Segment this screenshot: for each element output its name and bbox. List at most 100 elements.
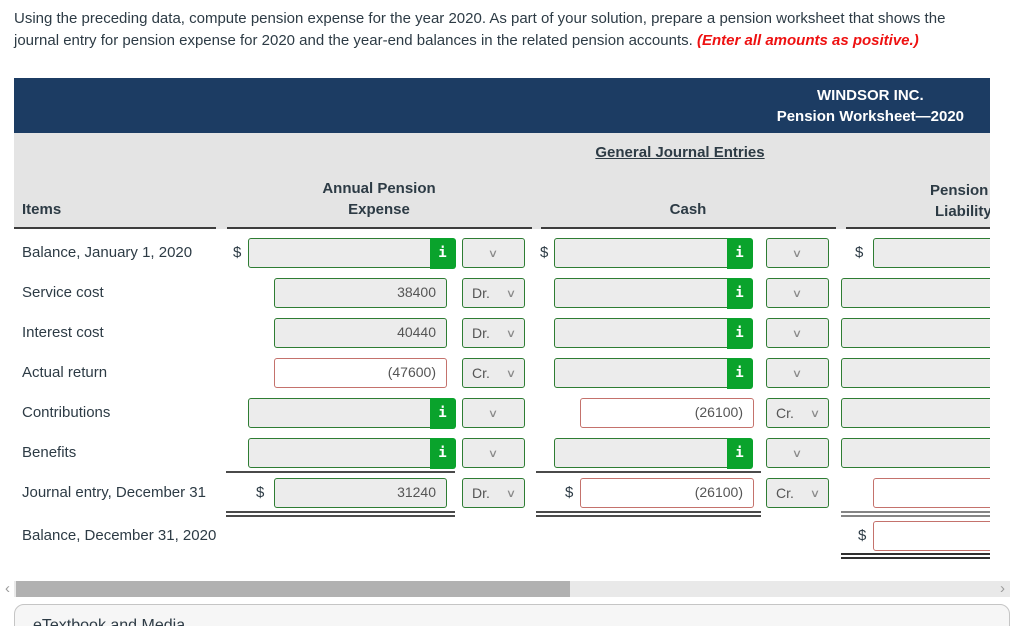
dollar-sign: $: [233, 244, 242, 261]
chevron-down-icon: ∨: [809, 487, 821, 500]
journal-entry-top-rule: [14, 469, 990, 473]
chevron-down-icon: ∨: [809, 407, 821, 420]
dollar-sign: $: [565, 484, 574, 501]
ape-amount-input[interactable]: 40440: [274, 318, 447, 348]
column-header-pension-liability-line1: Pension: [930, 182, 989, 199]
pension-liability-amount-input[interactable]: [841, 358, 990, 388]
chevron-down-icon: ∨: [488, 407, 499, 420]
ape-amount-input[interactable]: 38400: [274, 278, 447, 308]
table-row-service-cost: Service cost 38400 Dr. ∨ i ∨: [14, 269, 990, 309]
instructions-text: Using the preceding data, compute pensio…: [14, 8, 1014, 52]
chevron-down-icon: ∨: [792, 247, 803, 260]
cash-amount-input[interactable]: (26100): [580, 398, 754, 428]
row-label: Interest cost: [22, 324, 104, 341]
table-row-actual-return: Actual return (47600) Cr. ∨ i ∨: [14, 349, 990, 389]
ape-drcr-select[interactable]: Dr. ∨: [462, 278, 525, 308]
cash-amount-input[interactable]: (26100): [580, 478, 754, 508]
etextbook-panel[interactable]: eTextbook and Media: [14, 604, 1010, 626]
ape-amount-input[interactable]: 31240: [274, 478, 447, 508]
chevron-down-icon: ∨: [792, 287, 803, 300]
table-row-journal-entry: Journal entry, December 31 $ 31240 Dr. ∨ …: [14, 473, 990, 511]
chevron-down-icon: ∨: [488, 447, 499, 460]
cash-drcr-select[interactable]: ∨: [766, 238, 829, 268]
cash-amount-input[interactable]: i: [554, 237, 753, 269]
cash-drcr-select[interactable]: ∨: [766, 358, 829, 388]
scroll-left-icon[interactable]: ‹: [5, 580, 10, 597]
instructions-emphasis: (Enter all amounts as positive.): [696, 32, 919, 49]
ape-drcr-select[interactable]: Cr. ∨: [462, 358, 525, 388]
worksheet-subtitle: Pension Worksheet—2020: [776, 107, 964, 125]
row-label: Balance, December 31, 2020: [22, 527, 217, 544]
chevron-down-icon: ∨: [792, 447, 803, 460]
row-label: Benefits: [22, 444, 77, 461]
ape-amount-input[interactable]: i: [248, 397, 456, 429]
chevron-down-icon: ∨: [488, 247, 499, 260]
cash-amount-input[interactable]: i: [554, 317, 753, 349]
chevron-down-icon: ∨: [792, 327, 803, 340]
dollar-sign: $: [256, 484, 265, 501]
scrollbar-thumb[interactable]: [16, 581, 570, 597]
cash-drcr-select[interactable]: ∨: [766, 438, 829, 468]
company-name: WINDSOR INC.: [817, 86, 924, 104]
chevron-down-icon: ∨: [792, 367, 803, 380]
row-label: Journal entry, December 31: [22, 484, 206, 501]
info-icon[interactable]: i: [429, 437, 456, 469]
column-header-annual-pension-expense: Annual Pension Expense: [322, 180, 436, 218]
journal-entry-bottom-rule: [14, 511, 990, 517]
ape-amount-input[interactable]: i: [248, 437, 456, 469]
column-header-pension-liability-line2: Liability: [935, 203, 990, 220]
pension-liability-amount-input[interactable]: [841, 318, 990, 348]
info-icon[interactable]: i: [726, 357, 753, 389]
info-icon[interactable]: i: [429, 397, 456, 429]
column-header-cash: Cash: [669, 201, 707, 218]
cash-amount-input[interactable]: i: [554, 437, 753, 469]
pension-liability-amount-input[interactable]: [841, 438, 990, 468]
cash-drcr-select[interactable]: Cr. ∨: [766, 398, 829, 428]
pension-liability-amount-input[interactable]: [873, 238, 990, 268]
ape-drcr-select[interactable]: ∨: [462, 238, 525, 268]
chevron-down-icon: ∨: [505, 327, 517, 340]
table-row-interest-cost: Interest cost 40440 Dr. ∨ i ∨: [14, 309, 990, 349]
scroll-right-icon[interactable]: ›: [1000, 580, 1005, 597]
info-icon[interactable]: i: [726, 277, 753, 309]
ape-amount-input[interactable]: (47600): [274, 358, 447, 388]
instructions-line1: Using the preceding data, compute pensio…: [14, 10, 946, 27]
pension-liability-amount-input[interactable]: [873, 478, 990, 508]
ape-amount-input[interactable]: i: [248, 237, 456, 269]
info-icon[interactable]: i: [726, 237, 753, 269]
ape-drcr-select[interactable]: ∨: [462, 398, 525, 428]
cash-amount-input[interactable]: i: [554, 277, 753, 309]
info-icon[interactable]: i: [726, 437, 753, 469]
header-underline-cash: [541, 227, 836, 229]
dollar-sign: $: [858, 527, 867, 544]
cash-drcr-select[interactable]: ∨: [766, 318, 829, 348]
chevron-down-icon: ∨: [505, 367, 517, 380]
row-label: Balance, January 1, 2020: [22, 244, 193, 261]
pension-liability-amount-input[interactable]: [841, 278, 990, 308]
header-underline-ape: [227, 227, 532, 229]
row-label: Actual return: [22, 364, 108, 381]
row-label: Service cost: [22, 284, 104, 301]
info-icon[interactable]: i: [429, 237, 456, 269]
pension-worksheet: WINDSOR INC. Pension Worksheet—2020 Gene…: [14, 78, 990, 570]
pension-liability-amount-input[interactable]: [873, 521, 990, 551]
ape-drcr-select[interactable]: ∨: [462, 438, 525, 468]
table-row-benefits: Benefits i ∨ i ∨: [14, 429, 990, 469]
horizontal-scrollbar[interactable]: [14, 581, 1010, 597]
cash-drcr-select[interactable]: Cr. ∨: [766, 478, 829, 508]
table-header: General Journal Entries Items Annual Pen…: [14, 133, 990, 229]
section-title: General Journal Entries: [595, 144, 765, 161]
ape-drcr-select[interactable]: Dr. ∨: [462, 478, 525, 508]
table-row-contributions: Contributions i ∨ (26100) Cr. ∨: [14, 389, 990, 429]
cash-drcr-select[interactable]: ∨: [766, 278, 829, 308]
info-icon[interactable]: i: [726, 317, 753, 349]
table-row-balance-dec31: Balance, December 31, 2020 $: [14, 517, 990, 553]
column-header-items: Items: [22, 201, 62, 218]
pension-liability-amount-input[interactable]: [841, 398, 990, 428]
cash-amount-input[interactable]: i: [554, 357, 753, 389]
chevron-down-icon: ∨: [505, 487, 517, 500]
etextbook-label: eTextbook and Media: [33, 617, 186, 626]
dollar-sign: $: [540, 244, 549, 261]
ape-drcr-select[interactable]: Dr. ∨: [462, 318, 525, 348]
